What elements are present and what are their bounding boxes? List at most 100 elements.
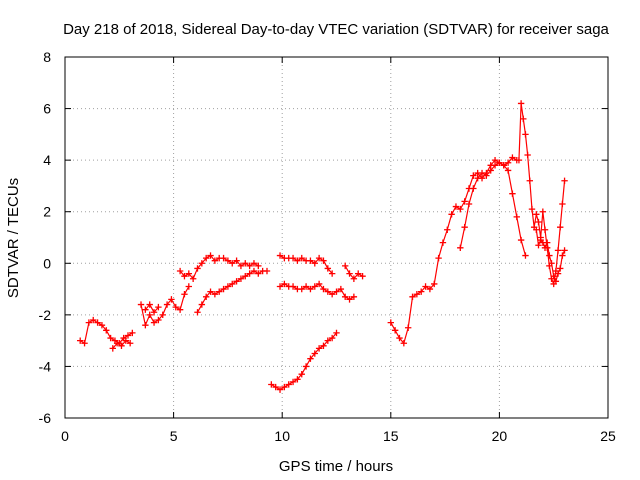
data-point	[457, 205, 464, 213]
data-point	[474, 174, 481, 182]
data-point	[504, 167, 512, 174]
data-point	[294, 257, 301, 264]
data-point	[250, 260, 258, 267]
data-point	[216, 288, 223, 295]
data-point	[320, 285, 327, 293]
data-point	[237, 262, 245, 270]
data-point	[285, 381, 292, 388]
data-point	[276, 386, 284, 393]
y-tick-label: -4	[39, 358, 52, 374]
data-point	[211, 291, 219, 298]
data-point	[546, 252, 553, 259]
data-point	[341, 262, 349, 270]
data-point	[281, 280, 288, 288]
data-point	[461, 198, 468, 205]
data-point	[150, 319, 158, 326]
x-tick-label: 10	[274, 428, 290, 444]
data-point	[504, 159, 512, 166]
data-point	[465, 200, 473, 208]
data-point	[189, 275, 197, 282]
data-point	[470, 172, 477, 179]
data-point	[543, 239, 551, 246]
data-point	[315, 254, 323, 262]
y-tick-label: 8	[43, 49, 51, 65]
data-point	[298, 254, 305, 262]
x-tick-label: 15	[383, 428, 399, 444]
data-point	[126, 340, 134, 347]
data-point	[554, 270, 562, 277]
data-point	[224, 257, 232, 264]
data-point	[81, 340, 88, 347]
y-axis-label: SDTVAR / TECUs	[5, 178, 22, 298]
data-point	[517, 100, 525, 107]
data-point	[272, 383, 279, 391]
data-point	[557, 223, 564, 231]
data-point	[311, 350, 318, 357]
data-point	[311, 283, 318, 290]
data-point	[524, 151, 531, 159]
data-point	[185, 270, 193, 277]
data-point	[211, 257, 219, 264]
data-point	[400, 340, 408, 347]
data-point	[528, 205, 536, 213]
series-arc-6	[194, 267, 271, 316]
data-point	[548, 260, 555, 267]
y-tick-label: -6	[39, 410, 52, 426]
y-tick-label: 4	[43, 152, 51, 168]
series-line	[518, 102, 566, 285]
series-line	[271, 332, 337, 391]
series-arc-5	[176, 252, 262, 282]
data-point	[526, 177, 534, 184]
y-tick-label: 0	[43, 255, 51, 271]
data-point	[155, 316, 162, 324]
data-point	[509, 190, 516, 197]
data-point	[513, 213, 520, 221]
data-point	[146, 311, 153, 319]
data-point	[324, 337, 332, 344]
data-point	[168, 296, 175, 303]
data-point	[255, 270, 262, 277]
data-point	[355, 270, 362, 277]
data-point	[255, 262, 262, 270]
data-point	[470, 185, 477, 192]
series-arc-3	[137, 283, 193, 329]
data-point	[409, 293, 416, 301]
data-point	[418, 288, 425, 295]
data-point	[281, 383, 288, 391]
axis-tick-labels: 0 5 10 15 20 25 -6 -4 -2 0 2 4 6 8	[39, 49, 616, 444]
data-point	[181, 291, 188, 298]
series-arc-14	[533, 226, 568, 285]
data-point	[298, 370, 305, 378]
data-point	[298, 285, 305, 293]
data-point	[444, 226, 451, 233]
data-point	[387, 319, 394, 326]
data-point	[220, 285, 227, 293]
data-point	[202, 254, 210, 262]
data-point	[487, 167, 494, 174]
data-point	[289, 378, 297, 386]
data-point	[350, 293, 358, 301]
data-point	[554, 247, 562, 254]
data-point	[522, 252, 529, 259]
data-point	[478, 169, 486, 177]
series-arc-1	[77, 316, 136, 347]
data-point	[124, 332, 132, 339]
series-line	[140, 286, 190, 326]
data-point	[307, 257, 314, 264]
data-point	[341, 293, 349, 301]
data-point	[535, 218, 542, 226]
data-point	[541, 226, 549, 233]
data-point	[202, 293, 210, 301]
data-point	[426, 285, 434, 293]
y-tick-label: 2	[43, 204, 51, 220]
data-point	[346, 296, 353, 303]
data-point	[517, 236, 525, 244]
data-point	[320, 342, 327, 349]
data-point	[320, 257, 327, 264]
data-point	[176, 267, 184, 275]
data-point	[242, 272, 249, 280]
data-point	[391, 327, 399, 334]
data-point	[185, 283, 193, 290]
data-point	[122, 337, 130, 344]
data-point	[324, 265, 332, 272]
